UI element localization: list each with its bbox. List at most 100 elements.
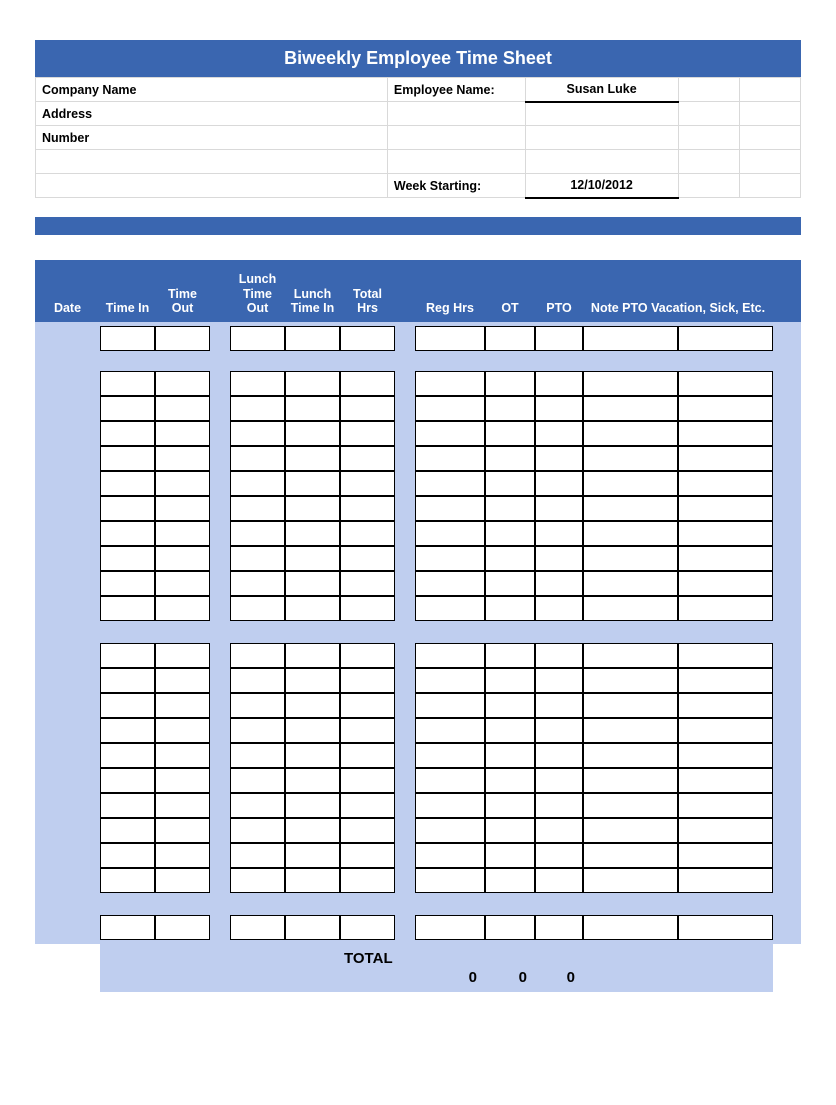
input-cell[interactable] (583, 843, 678, 868)
input-cell[interactable] (285, 768, 340, 793)
input-cell[interactable] (155, 471, 210, 496)
input-cell[interactable] (100, 571, 155, 596)
input-cell[interactable] (678, 668, 773, 693)
input-cell[interactable] (678, 571, 773, 596)
input-cell[interactable] (155, 571, 210, 596)
input-cell[interactable] (340, 768, 395, 793)
input-cell[interactable] (583, 868, 678, 893)
input-cell[interactable] (535, 596, 583, 621)
input-cell[interactable] (340, 326, 395, 351)
input-cell[interactable] (340, 668, 395, 693)
input-cell[interactable] (230, 571, 285, 596)
input-cell[interactable] (100, 396, 155, 421)
input-cell[interactable] (678, 643, 773, 668)
input-cell[interactable] (535, 446, 583, 471)
input-cell[interactable] (678, 843, 773, 868)
input-cell[interactable] (535, 371, 583, 396)
input-cell[interactable] (100, 693, 155, 718)
input-cell[interactable] (100, 793, 155, 818)
input-cell[interactable] (100, 446, 155, 471)
input-cell[interactable] (485, 521, 535, 546)
input-cell[interactable] (583, 668, 678, 693)
input-cell[interactable] (100, 818, 155, 843)
input-cell[interactable] (485, 743, 535, 768)
input-cell[interactable] (535, 546, 583, 571)
input-cell[interactable] (340, 571, 395, 596)
input-cell[interactable] (100, 546, 155, 571)
input-cell[interactable] (583, 596, 678, 621)
input-cell[interactable] (230, 446, 285, 471)
input-cell[interactable] (285, 546, 340, 571)
input-cell[interactable] (415, 596, 485, 621)
input-cell[interactable] (155, 868, 210, 893)
input-cell[interactable] (340, 743, 395, 768)
input-cell[interactable] (583, 768, 678, 793)
input-cell[interactable] (100, 668, 155, 693)
input-cell[interactable] (583, 693, 678, 718)
input-cell[interactable] (155, 693, 210, 718)
input-cell[interactable] (415, 793, 485, 818)
input-cell[interactable] (678, 471, 773, 496)
input-cell[interactable] (100, 915, 155, 940)
input-cell[interactable] (678, 326, 773, 351)
input-cell[interactable] (678, 768, 773, 793)
input-cell[interactable] (155, 915, 210, 940)
input-cell[interactable] (485, 446, 535, 471)
input-cell[interactable] (285, 326, 340, 351)
input-cell[interactable] (230, 471, 285, 496)
input-cell[interactable] (340, 643, 395, 668)
input-cell[interactable] (230, 668, 285, 693)
input-cell[interactable] (230, 693, 285, 718)
input-cell[interactable] (230, 718, 285, 743)
input-cell[interactable] (155, 643, 210, 668)
input-cell[interactable] (583, 571, 678, 596)
input-cell[interactable] (583, 326, 678, 351)
input-cell[interactable] (155, 718, 210, 743)
input-cell[interactable] (340, 396, 395, 421)
employee-value[interactable]: Susan Luke (525, 78, 678, 102)
input-cell[interactable] (485, 868, 535, 893)
input-cell[interactable] (678, 421, 773, 446)
input-cell[interactable] (155, 496, 210, 521)
input-cell[interactable] (155, 743, 210, 768)
input-cell[interactable] (415, 915, 485, 940)
input-cell[interactable] (415, 843, 485, 868)
input-cell[interactable] (285, 446, 340, 471)
input-cell[interactable] (230, 546, 285, 571)
input-cell[interactable] (285, 396, 340, 421)
input-cell[interactable] (583, 396, 678, 421)
input-cell[interactable] (230, 596, 285, 621)
input-cell[interactable] (415, 521, 485, 546)
input-cell[interactable] (285, 471, 340, 496)
input-cell[interactable] (415, 326, 485, 351)
input-cell[interactable] (285, 496, 340, 521)
input-cell[interactable] (678, 818, 773, 843)
input-cell[interactable] (230, 818, 285, 843)
input-cell[interactable] (535, 793, 583, 818)
input-cell[interactable] (155, 396, 210, 421)
input-cell[interactable] (100, 868, 155, 893)
input-cell[interactable] (100, 596, 155, 621)
input-cell[interactable] (155, 521, 210, 546)
input-cell[interactable] (535, 818, 583, 843)
input-cell[interactable] (415, 718, 485, 743)
input-cell[interactable] (535, 693, 583, 718)
input-cell[interactable] (415, 693, 485, 718)
input-cell[interactable] (155, 446, 210, 471)
input-cell[interactable] (100, 743, 155, 768)
input-cell[interactable] (155, 768, 210, 793)
input-cell[interactable] (155, 421, 210, 446)
input-cell[interactable] (285, 818, 340, 843)
input-cell[interactable] (485, 421, 535, 446)
input-cell[interactable] (155, 326, 210, 351)
input-cell[interactable] (583, 471, 678, 496)
input-cell[interactable] (583, 818, 678, 843)
input-cell[interactable] (485, 693, 535, 718)
input-cell[interactable] (285, 718, 340, 743)
input-cell[interactable] (583, 421, 678, 446)
input-cell[interactable] (285, 521, 340, 546)
input-cell[interactable] (415, 768, 485, 793)
input-cell[interactable] (678, 546, 773, 571)
input-cell[interactable] (285, 868, 340, 893)
input-cell[interactable] (678, 693, 773, 718)
